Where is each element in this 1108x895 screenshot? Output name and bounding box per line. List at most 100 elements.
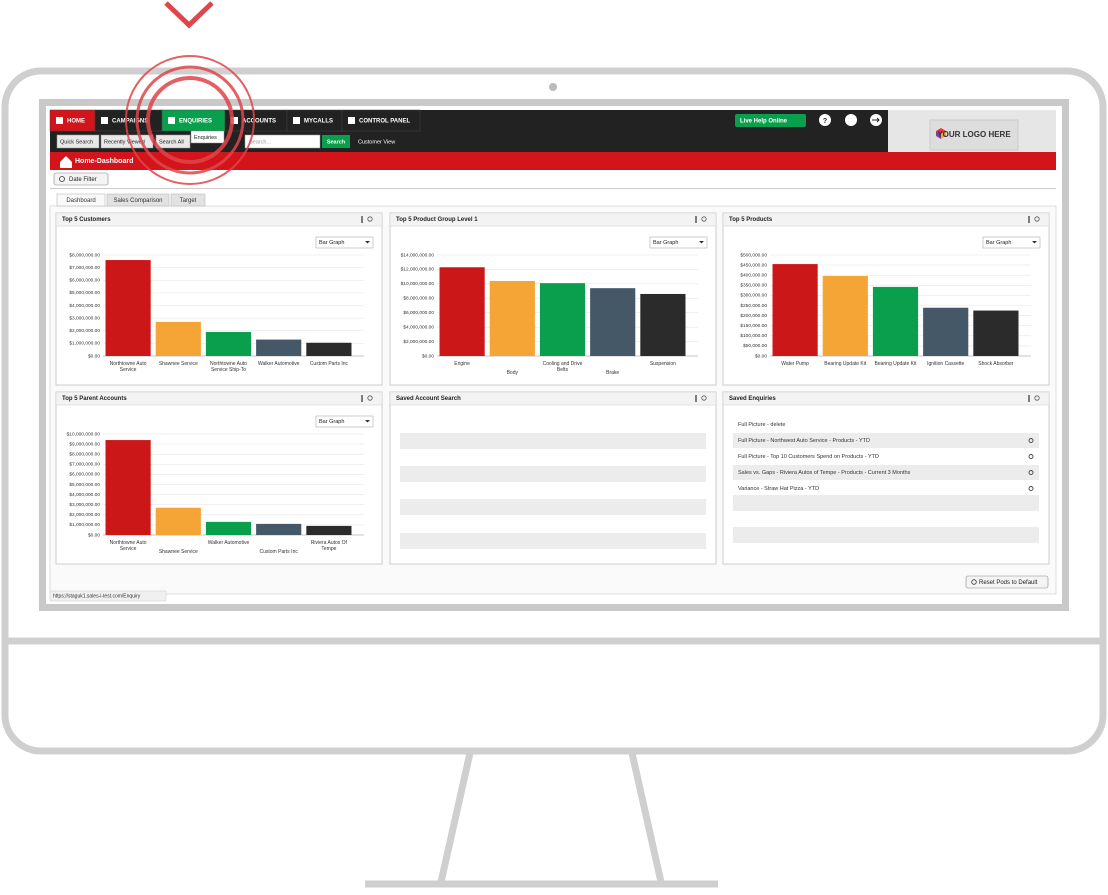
y-tick-label: $250,000.00 [740, 303, 767, 309]
tab-label: Dashboard [66, 198, 95, 204]
x-tick-label: Ignition Cassette [927, 361, 965, 367]
y-tick-label: $8,000,000.00 [403, 296, 434, 302]
x-tick-label: Body [506, 370, 518, 376]
refresh-icon[interactable] [1028, 486, 1034, 491]
y-tick-label: $5,000,000.00 [69, 482, 100, 488]
nav-icon [348, 117, 355, 124]
zoom-icon[interactable] [367, 395, 373, 401]
zoom-icon[interactable] [701, 216, 707, 222]
dropdown-arrow [365, 420, 370, 423]
saved-enquiry[interactable]: Sales vs. Gaps - Riviera Autos of Tempe … [738, 470, 911, 476]
search-placeholder: Search... [249, 139, 271, 145]
bar [590, 288, 636, 356]
refresh-icon[interactable] [1028, 438, 1034, 443]
zoom-icon[interactable] [367, 216, 373, 222]
x-tick-label-box: Northtowne Auto Service Ship-To [210, 361, 247, 373]
panel-title: Top 5 Parent Accounts [62, 396, 127, 402]
empty-row [733, 527, 1039, 543]
saved-enquiry[interactable]: Full Picture - Top 10 Customers Spend on… [738, 454, 879, 460]
dropdown-label: Bar Graph [653, 240, 678, 246]
x-tick-label: Shawnee Service [158, 549, 198, 555]
y-tick-label: $3,000,000.00 [69, 502, 100, 508]
x-tick-label: Shock Absorber [978, 361, 1014, 367]
zoom-icon[interactable] [1034, 216, 1040, 222]
logo-icon [941, 131, 946, 139]
nav-icon [293, 117, 300, 124]
dropdown-arrow [699, 241, 704, 244]
chevron [164, 1, 214, 29]
y-tick-label: $7,000,000.00 [69, 265, 100, 271]
saved-enquiry[interactable]: Variance - Straw Hat Pizza - YTD [738, 486, 819, 492]
y-tick-label: $8,000,000.00 [69, 451, 100, 457]
bar [822, 276, 868, 356]
saved-enquiry[interactable]: Full Picture - delete [738, 422, 785, 428]
x-tick-label: Riviera Autos Of Tempe [310, 540, 347, 552]
x-tick-label-box: Riviera Autos Of Tempe [310, 540, 347, 552]
refresh-icon[interactable] [1028, 470, 1034, 475]
search-button-label: Search All [159, 139, 184, 145]
search-button[interactable] [56, 134, 100, 149]
tab[interactable] [106, 193, 170, 207]
y-tick-label: $6,000,000.00 [69, 472, 100, 478]
panel-title: Top 5 Products [729, 217, 773, 223]
search-go-label: Search [327, 139, 346, 145]
camera [549, 83, 557, 91]
bar [640, 293, 686, 356]
bar [155, 321, 201, 356]
panel-title: Saved Enquiries [729, 396, 776, 402]
chart-type-dropdown[interactable] [315, 236, 374, 249]
customer-view: Customer View [358, 139, 395, 145]
x-tick-label-box: Bearing Update Kit [874, 361, 916, 367]
y-tick-label: $12,000,000.00 [401, 267, 435, 273]
x-tick-label: Northtowne Auto Service Ship-To [210, 361, 247, 373]
zoom-icon[interactable] [701, 395, 707, 401]
panel-header [55, 391, 383, 406]
y-tick-label: $50,000.00 [743, 343, 767, 349]
panel-header [389, 212, 717, 227]
tab-label: Target [180, 198, 197, 204]
panel-header [55, 212, 383, 227]
x-tick-label: Suspension [649, 361, 676, 367]
y-tick-label: $4,000,000.00 [403, 324, 434, 330]
chart-type-dropdown[interactable] [649, 236, 708, 249]
bar [256, 523, 302, 535]
list-row [733, 465, 1039, 480]
reset-icon [971, 579, 977, 585]
y-tick-label: $0.00 [422, 353, 434, 359]
empty-row [400, 433, 706, 449]
help-icon[interactable] [819, 114, 831, 126]
tab[interactable] [170, 193, 206, 207]
dropdown-label: Bar Graph [986, 240, 1011, 246]
search-go[interactable] [322, 135, 350, 148]
x-tick-label-box: Shawnee Service [158, 549, 198, 555]
y-tick-label: $9,000,000.00 [69, 441, 100, 447]
refresh-icon[interactable] [1028, 454, 1034, 459]
zoom-icon[interactable] [1034, 395, 1040, 401]
empty-row [400, 499, 706, 515]
tab-label: Sales Comparison [113, 198, 162, 204]
chart-type-dropdown[interactable] [315, 415, 374, 428]
x-tick-label: Bearing Update Kit [824, 361, 867, 367]
date-filter-button[interactable] [53, 172, 109, 186]
logout-glyph [872, 117, 880, 123]
reset-button[interactable] [965, 575, 1049, 589]
search-input[interactable] [244, 134, 321, 149]
dropdown-arrow [365, 241, 370, 244]
y-tick-label: $6,000,000.00 [69, 278, 100, 284]
live-help-button[interactable] [735, 114, 806, 127]
user-icon[interactable] [845, 114, 857, 126]
chart-type-dropdown[interactable] [982, 236, 1041, 249]
y-tick-label: $200,000.00 [740, 313, 767, 319]
nav-icon [56, 117, 63, 124]
stand [437, 752, 665, 883]
saved-enquiry[interactable]: Full Picture - Northwest Auto Service - … [738, 438, 870, 444]
bar [772, 264, 818, 356]
y-tick-label: $2,000,000.00 [69, 328, 100, 334]
y-tick-label: $5,000,000.00 [69, 290, 100, 296]
y-tick-label: $350,000.00 [740, 283, 767, 289]
nav-item[interactable] [341, 109, 421, 132]
tab[interactable] [56, 193, 106, 207]
y-tick-label: $6,000,000.00 [403, 310, 434, 316]
x-tick-label-box: Custom Parts Inc [260, 549, 298, 555]
x-tick-label-box: Suspension [649, 361, 676, 367]
